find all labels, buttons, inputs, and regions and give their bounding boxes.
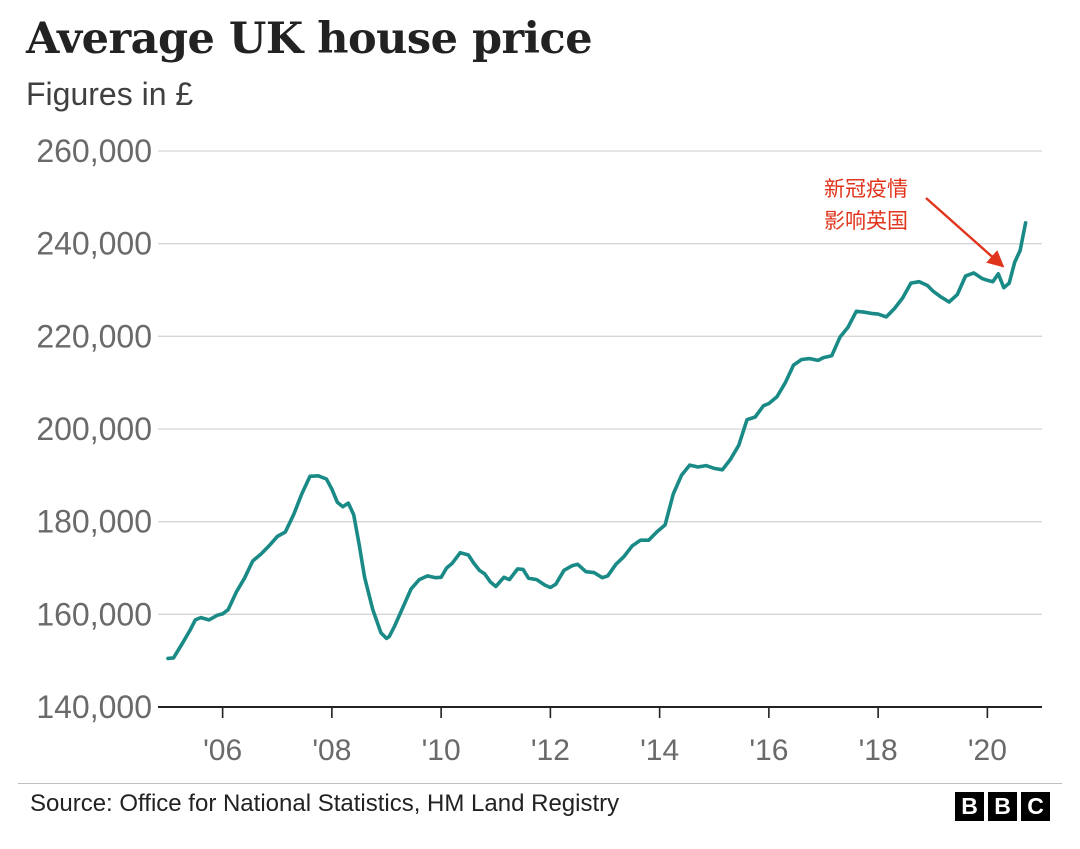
x-tick-label: '14 xyxy=(640,734,679,767)
chart-title: Average UK house price xyxy=(26,14,593,64)
bbc-logo: B B C xyxy=(955,792,1050,821)
x-tick-label: '20 xyxy=(968,734,1007,767)
annotation-arrow xyxy=(925,197,1005,268)
logo-letter: B xyxy=(955,792,984,821)
y-tick-label: 180,000 xyxy=(36,504,152,540)
x-tick-label: '16 xyxy=(749,734,788,767)
x-tick-label: '18 xyxy=(859,734,898,767)
y-tick-label: 220,000 xyxy=(36,318,152,354)
y-tick-label: 260,000 xyxy=(36,133,152,169)
y-tick-label: 160,000 xyxy=(36,596,152,632)
x-tick-label: '06 xyxy=(203,734,242,767)
x-tick-label: '10 xyxy=(422,734,461,767)
price-series-line xyxy=(166,221,1028,661)
y-tick-label: 200,000 xyxy=(36,411,152,447)
annotation-label: 影响英国 xyxy=(824,209,908,233)
x-tick-label: '12 xyxy=(531,734,570,767)
annotation-label: 新冠疫情 xyxy=(824,177,908,201)
y-tick-label: 140,000 xyxy=(36,689,152,725)
y-tick-label: 240,000 xyxy=(36,226,152,262)
logo-letter: C xyxy=(1021,792,1050,821)
source-note: Source: Office for National Statistics, … xyxy=(30,790,620,817)
footer-divider xyxy=(18,783,1062,784)
logo-letter: B xyxy=(988,792,1017,821)
x-tick-label: '08 xyxy=(312,734,351,767)
chart-subtitle: Figures in £ xyxy=(26,76,194,112)
